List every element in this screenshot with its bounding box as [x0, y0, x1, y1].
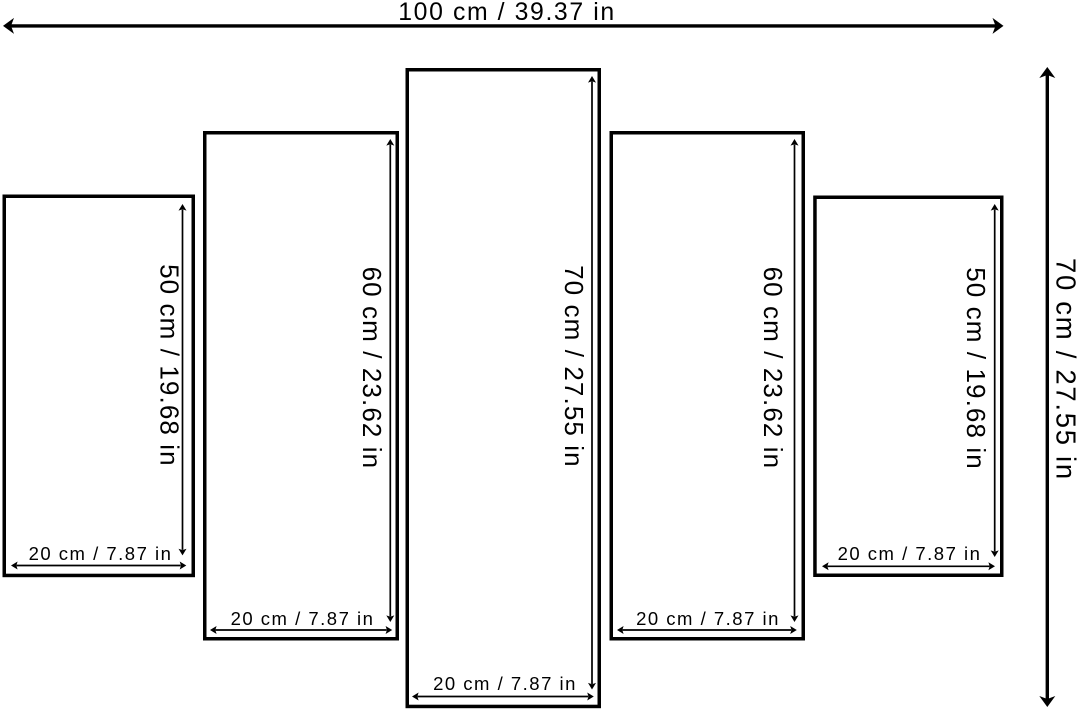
svg-text:20 cm / 7.87 in: 20 cm / 7.87 in [433, 673, 577, 694]
svg-text:20 cm / 7.87 in: 20 cm / 7.87 in [838, 543, 982, 564]
svg-text:60 cm / 23.62 in: 60 cm / 23.62 in [758, 267, 788, 470]
svg-text:50 cm / 19.68 in: 50 cm / 19.68 in [155, 264, 185, 467]
svg-text:70 cm / 27.55 in: 70 cm / 27.55 in [559, 265, 589, 468]
svg-text:20 cm / 7.87 in: 20 cm / 7.87 in [636, 608, 780, 629]
svg-text:60 cm / 23.62 in: 60 cm / 23.62 in [357, 267, 387, 470]
svg-text:20 cm / 7.87 in: 20 cm / 7.87 in [231, 608, 375, 629]
svg-text:100 cm / 39.37 in: 100 cm / 39.37 in [398, 0, 615, 26]
svg-text:70 cm / 27.55 in: 70 cm / 27.55 in [1051, 258, 1080, 481]
svg-text:20 cm / 7.87 in: 20 cm / 7.87 in [29, 543, 173, 564]
svg-text:50 cm / 19.68 in: 50 cm / 19.68 in [961, 267, 991, 470]
